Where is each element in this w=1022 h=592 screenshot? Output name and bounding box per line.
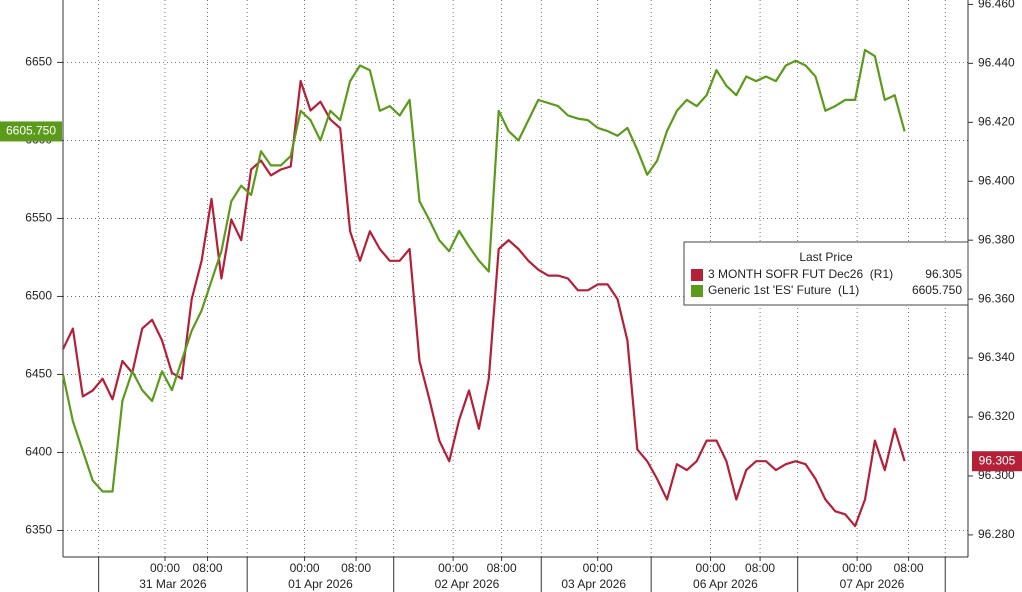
legend-label: 3 MONTH SOFR FUT Dec26 (R1) — [708, 267, 893, 281]
last-value-label: 6605.750 — [6, 124, 56, 138]
y-tick-label: 6500 — [25, 289, 52, 303]
x-tick-label: 00:00 — [150, 561, 180, 575]
x-date-label: 02 Apr 2026 — [435, 577, 500, 591]
x-tick-label: 08:00 — [745, 561, 775, 575]
last-value-label: 96.305 — [979, 453, 1016, 467]
series-line — [62, 79, 906, 528]
y-tick-label: 6450 — [25, 367, 52, 381]
legend: Last Price 3 MONTH SOFR FUT Dec26 (R1) 96… — [683, 241, 969, 306]
x-tick-label: 08:00 — [894, 561, 924, 575]
x-tick-label: 08:00 — [193, 561, 223, 575]
y2-tick-label: 96.280 — [978, 527, 1015, 541]
x-tick-label: 00:00 — [842, 561, 872, 575]
x-date-label: 06 Apr 2026 — [693, 577, 758, 591]
x-date-label: 07 Apr 2026 — [840, 577, 905, 591]
legend-label: Generic 1st 'ES' Future (L1) — [708, 283, 859, 297]
y2-tick-label: 96.400 — [978, 173, 1015, 187]
x-tick-label: 00:00 — [438, 561, 468, 575]
last-value-box — [972, 451, 1022, 472]
x-tick-label: 08:00 — [341, 561, 371, 575]
y-tick-label: 6550 — [25, 211, 52, 225]
x-date-label: 31 Mar 2026 — [139, 577, 207, 591]
y2-tick-label: 96.340 — [978, 350, 1015, 364]
legend-value: 96.305 — [925, 267, 962, 281]
x-tick-label: 08:00 — [487, 561, 517, 575]
y2-tick-label: 96.460 — [978, 0, 1015, 11]
y2-tick-label: 96.360 — [978, 291, 1015, 305]
y2-tick-label: 96.420 — [978, 114, 1015, 128]
legend-value: 6605.750 — [912, 283, 962, 297]
last-value-box — [0, 121, 62, 142]
x-tick-label: 00:00 — [696, 561, 726, 575]
y2-tick-label: 96.320 — [978, 409, 1015, 423]
x-tick-label: 00:00 — [290, 561, 320, 575]
x-date-label: 01 Apr 2026 — [288, 577, 353, 591]
legend-swatch — [691, 285, 703, 297]
y2-tick-label: 96.380 — [978, 232, 1015, 246]
x-date-label: 03 Apr 2026 — [561, 577, 626, 591]
y-tick-label: 6400 — [25, 445, 52, 459]
y2-tick-label: 96.300 — [978, 468, 1015, 482]
legend-swatch — [691, 269, 703, 281]
y-tick-label: 6350 — [25, 523, 52, 537]
y-tick-label: 6650 — [25, 55, 52, 69]
y2-tick-label: 96.440 — [978, 56, 1015, 70]
x-tick-label: 00:00 — [583, 561, 613, 575]
legend-title: Last Price — [799, 250, 853, 264]
series-line — [61, 48, 906, 493]
legend-box — [683, 241, 969, 306]
